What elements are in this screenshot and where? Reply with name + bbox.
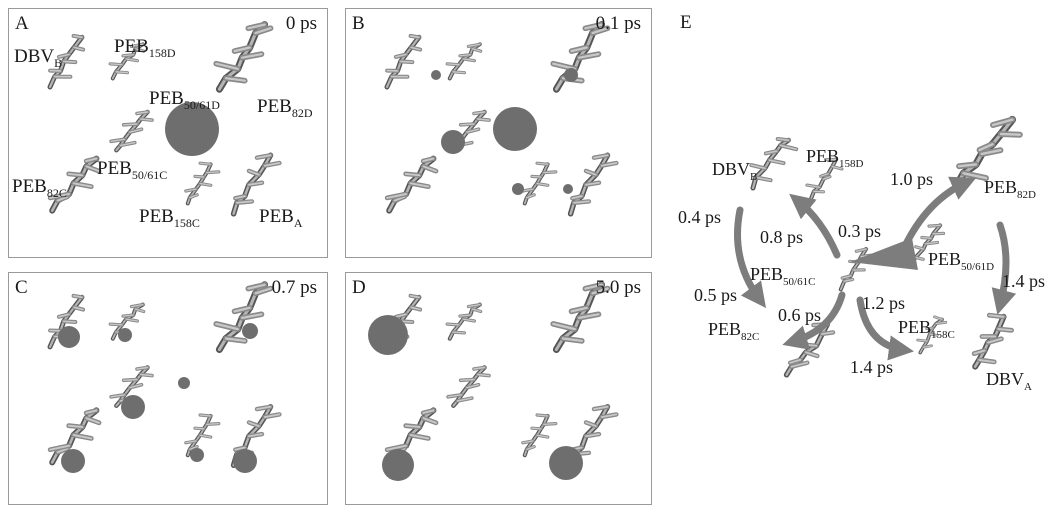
excitation-peb-158d: [431, 70, 441, 80]
e-molecule-dbv-b: [749, 137, 799, 191]
panel-d-time: 5.0 ps: [595, 277, 641, 298]
rate-1-4-ps-right: 1.4 ps: [1002, 271, 1046, 291]
rate-1-0-ps: 1.0 ps: [890, 169, 934, 189]
molecule-peb-82d: [550, 281, 611, 353]
excitation-peb-a: [549, 446, 583, 480]
label-peb-82c: PEB82C: [12, 176, 67, 200]
label-peb-50-61d: PEB50/61D: [149, 88, 220, 112]
e-molecule-peb-82d: [952, 115, 1023, 191]
panel-d: D 5.0 ps: [345, 272, 652, 505]
excitation-peb-82c: [61, 449, 85, 473]
e-molecule-peb-158c: [916, 315, 948, 355]
panel-c-letter: C: [15, 277, 28, 298]
excitation-peb-82d: [242, 323, 258, 339]
e-label-peb-50-61c: PEB50/61C: [750, 264, 816, 288]
molecule-peb-158c: [184, 413, 221, 458]
excitation-peb-50-61d: [165, 102, 219, 156]
panel-a: A 0 ps DBVB PEB158D PEB50/61D PEB82D PEB…: [8, 8, 328, 258]
excitation-peb-82d: [564, 68, 578, 82]
e-label-peb-82c: PEB82C: [708, 319, 760, 343]
arrow-50-61c-to-dbv-b: [789, 193, 841, 259]
molecule-peb-82d: [213, 21, 274, 93]
molecule-peb-158d: [108, 42, 146, 81]
rate-1-4-ps-bottom: 1.4 ps: [850, 357, 894, 377]
arrow-50-61c-to-82c: [782, 291, 846, 350]
excitation-peb-50-61d: [493, 107, 537, 151]
molecule-peb-82c: [47, 155, 102, 214]
molecule-dbv-b: [384, 33, 423, 90]
excitation-peb-158d: [118, 328, 132, 342]
rate-0-6-ps: 0.6 ps: [778, 305, 822, 325]
panel-c-time: 0.7 ps: [271, 277, 317, 298]
arrow-50-61d-to-82d: [900, 176, 977, 252]
molecule-peb-158c: [521, 413, 558, 458]
panel-c-structures: [47, 281, 282, 473]
e-label-peb-158c: PEB158C: [898, 317, 955, 341]
excitation-peb-82c: [382, 449, 414, 481]
panel-a-time: 0 ps: [285, 13, 317, 34]
arrow-dbv-b-to-82c: [734, 206, 767, 309]
rate-0-3-ps: 0.3 ps: [838, 221, 882, 241]
molecule-peb-50-61c: [446, 365, 491, 408]
e-molecule-dbv-a: [971, 312, 1014, 370]
molecule-dbv-b: [47, 33, 86, 90]
label-peb-158d: PEB158D: [114, 36, 176, 60]
excitation-peb-a: [233, 449, 257, 473]
excitation-peb-50-61d: [178, 377, 190, 389]
e-label-dbv-a: DBVA: [986, 369, 1032, 393]
molecule-peb-a: [230, 152, 282, 217]
rate-0-5-ps: 0.5 ps: [694, 285, 738, 305]
molecule-dbv-b: [47, 293, 86, 350]
label-peb-158c: PEB158C: [139, 206, 200, 230]
molecule-peb-158d: [445, 42, 483, 81]
e-label-peb-50-61d: PEB50/61D: [928, 249, 995, 273]
molecule-peb-a: [567, 152, 619, 217]
excitation-peb-158c: [190, 448, 204, 462]
excitation-dbv-b: [368, 315, 408, 355]
panel-c: C 0.7 ps: [8, 272, 328, 505]
e-label-dbv-b: DBVB: [712, 159, 758, 183]
molecule-peb-158d: [445, 302, 483, 341]
e-label-peb-82d: PEB82D: [984, 177, 1036, 201]
label-peb-a: PEBA: [259, 206, 303, 230]
panel-e-letter: E: [680, 12, 692, 33]
panel-a-structures: [47, 21, 282, 217]
panel-b-time: 0.1 ps: [595, 13, 641, 34]
panel-e-network: [734, 115, 1023, 378]
rate-1-2-ps: 1.2 ps: [862, 293, 906, 313]
arrow-82d-to-dbv-a: [991, 221, 1017, 315]
e-molecule-peb-50-61c: [838, 247, 873, 292]
panel-b-structures: [384, 21, 619, 217]
rate-0-4-ps: 0.4 ps: [678, 207, 722, 227]
excitation-dbv-b: [58, 326, 80, 348]
panel-d-letter: D: [352, 277, 366, 298]
arrow-50-61c-to-158c: [856, 296, 914, 361]
panel-b: B 0.1 ps: [345, 8, 652, 258]
molecule-peb-82c: [384, 155, 439, 214]
molecule-peb-50-61c: [109, 109, 154, 153]
rate-0-8-ps: 0.8 ps: [760, 227, 804, 247]
label-peb-82d: PEB82D: [257, 96, 313, 120]
e-molecule-peb-158d: [805, 157, 844, 202]
arrow-50-61d-to-50-61c: [850, 238, 918, 270]
label-peb-50-61c: PEB50/61C: [97, 158, 168, 182]
molecule-peb-82c: [47, 407, 102, 466]
molecule-peb-82d: [213, 281, 274, 353]
panel-e: E DBVB PEB158D PEB82D PEB50/61C PEB50/61…: [672, 0, 1057, 509]
molecule-peb-158c: [521, 161, 558, 206]
e-label-peb-158d: PEB158D: [806, 146, 864, 170]
panel-d-structures: [368, 281, 619, 481]
excitation-peb-a: [563, 184, 573, 194]
label-dbv-b: DBVB: [14, 46, 63, 70]
molecule-peb-50-61c: [109, 365, 154, 408]
molecule-peb-158c: [184, 161, 221, 206]
panel-a-letter: A: [15, 13, 29, 34]
excitation-peb-50-61c: [121, 395, 145, 419]
panel-b-letter: B: [352, 13, 365, 34]
excitation-peb-50-61c: [441, 130, 465, 154]
excitation-peb-158c: [512, 183, 524, 195]
